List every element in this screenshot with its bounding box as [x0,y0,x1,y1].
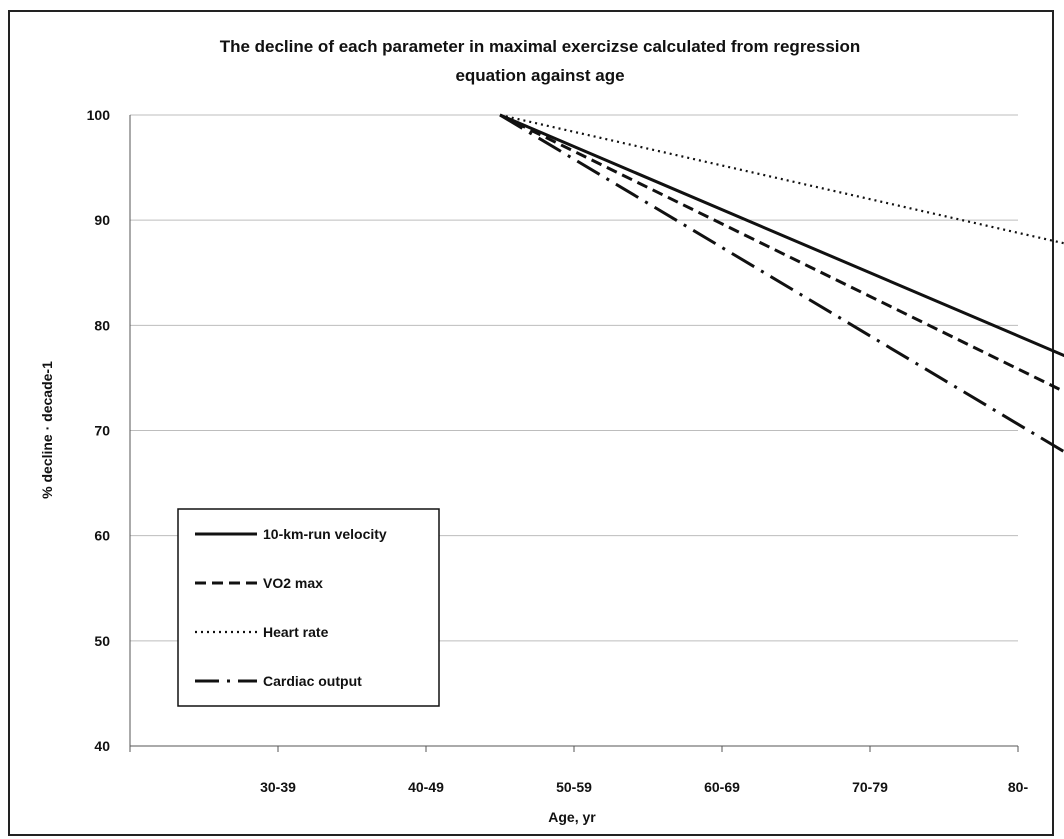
series-lines [499,113,1064,454]
x-tick-60-69: 60-69 [704,779,740,795]
legend-box [177,508,440,707]
series-line-1 [499,113,1064,394]
chart-title-line-2: equation against age [455,66,624,85]
legend-label-0: 10-km-run velocity [263,526,387,542]
x-tick-labels: 30-39 40-49 50-59 60-69 70-79 80- [260,779,1028,795]
y-tick-70: 70 [94,423,110,439]
series-line-2 [499,113,1064,245]
x-tick-40-49: 40-49 [408,779,444,795]
y-tick-60: 60 [94,528,110,544]
y-tick-100: 100 [87,107,111,123]
x-tick-70-79: 70-79 [852,779,888,795]
y-tick-labels: 40 50 60 70 80 90 100 [87,107,111,754]
y-axis-label: % decline · decade-1 [39,361,55,499]
x-axis-label: Age, yr [548,809,596,825]
x-tick-80-: 80- [1008,779,1029,795]
x-tick-50-59: 50-59 [556,779,592,795]
y-tick-40: 40 [94,738,110,754]
legend-label-3: Cardiac output [263,673,362,689]
y-tick-50: 50 [94,633,110,649]
y-tick-80: 80 [94,317,110,333]
x-tick-30-39: 30-39 [260,779,296,795]
series-line-0 [499,113,1064,358]
legend-label-2: Heart rate [263,624,329,640]
axes [129,115,1019,752]
legend-label-1: VO2 max [263,575,323,591]
legend: 10-km-run velocity VO2 max Heart rate Cardi… [177,508,440,707]
y-tick-90: 90 [94,212,110,228]
series-line-3 [499,113,1064,454]
chart-title-line-1: The decline of each parameter in maximal… [220,37,861,56]
